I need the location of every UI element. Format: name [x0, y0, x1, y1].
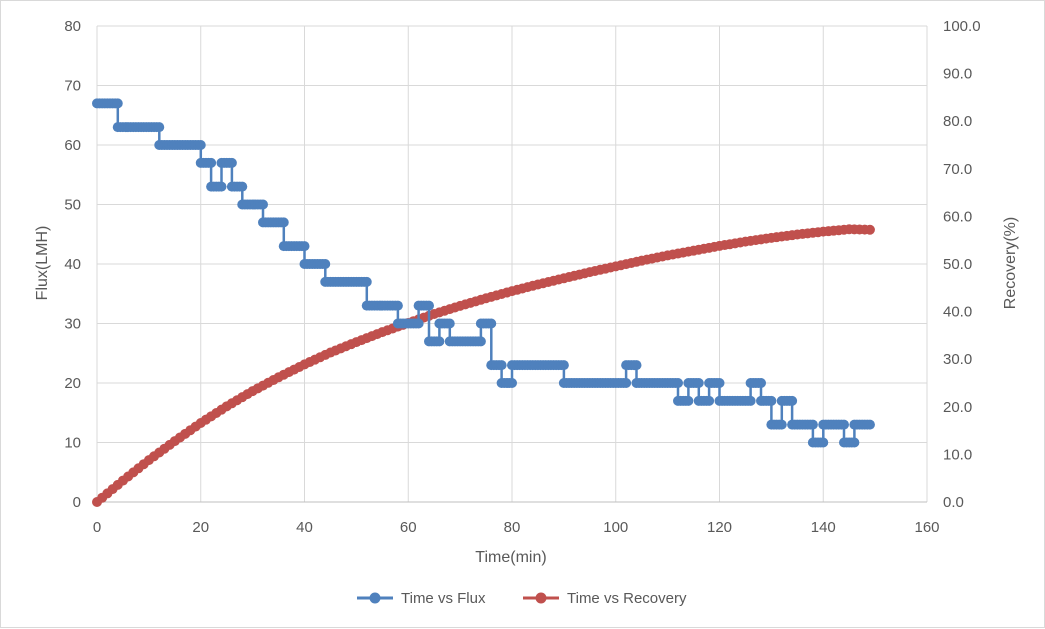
y2-tick-label: 50.0	[943, 256, 972, 273]
flux-point	[486, 318, 497, 329]
flux-point	[320, 259, 331, 269]
x-tick-label: 100	[603, 519, 628, 536]
legend-label-recovery: Time vs Recovery	[567, 590, 687, 607]
x-tick-label: 20	[192, 519, 209, 536]
y-tick-label: 30	[64, 316, 81, 333]
flux-point	[195, 140, 206, 150]
y2-tick-label: 60.0	[943, 208, 972, 225]
y2-tick-label: 90.0	[943, 66, 972, 83]
y2-tick-label: 80.0	[943, 113, 972, 130]
y-tick-label: 80	[64, 18, 81, 35]
flux-point	[818, 437, 829, 448]
flux-point	[714, 378, 725, 388]
x-tick-label: 80	[504, 519, 521, 536]
legend-marker-flux	[369, 592, 381, 604]
y-tick-label: 70	[64, 78, 81, 95]
y-tick-label: 40	[64, 256, 81, 273]
flux-point	[258, 199, 268, 210]
y-tick-label: 0	[73, 494, 81, 511]
y2-tick-label: 100.0	[943, 18, 981, 35]
y-axis-title: Flux(LMH)	[34, 226, 51, 301]
flux-point	[112, 98, 123, 109]
x-tick-label: 120	[707, 519, 732, 536]
y-tick-label: 10	[64, 435, 81, 452]
flux-point	[434, 336, 445, 347]
flux-point	[507, 378, 517, 388]
series-flux	[92, 98, 875, 448]
x-tick-label: 40	[296, 519, 313, 536]
flux-point	[756, 378, 766, 388]
y2-tick-label: 20.0	[943, 399, 972, 416]
flux-point	[807, 419, 818, 430]
axes: 0 10 20 30 40 50 60 70 80 0 20 40 60 80 100 120 140 1600.…	[64, 18, 980, 536]
x-tick-label: 0	[93, 519, 101, 536]
flux-point	[673, 378, 683, 388]
flux-point	[621, 378, 632, 388]
flux-point	[864, 419, 875, 430]
y2-tick-label: 70.0	[943, 161, 972, 178]
y2-axis-title: Recovery(%)	[1002, 217, 1019, 309]
y-tick-label: 50	[64, 197, 81, 214]
flux-point	[849, 437, 860, 448]
flux-point	[226, 157, 237, 168]
y-tick-label: 60	[64, 137, 81, 154]
y2-tick-label: 40.0	[943, 304, 972, 321]
recovery-point	[864, 224, 875, 235]
y2-tick-label: 0.0	[943, 494, 964, 511]
flux-point	[392, 300, 403, 311]
flux-point	[413, 318, 424, 329]
legend-label-flux: Time vs Flux	[401, 590, 486, 607]
y2-tick-label: 10.0	[943, 446, 972, 463]
flux-point	[683, 395, 694, 406]
gridlines	[96, 25, 928, 503]
x-tick-label: 60	[400, 519, 417, 536]
flux-point	[704, 395, 715, 406]
flux-point	[766, 395, 777, 406]
x-tick-label: 140	[811, 519, 836, 536]
series-recovery	[92, 224, 875, 507]
flux-point	[361, 276, 372, 287]
flux-line	[97, 102, 870, 444]
recovery-line	[96, 227, 870, 504]
legend-item-recovery: Time vs Recovery	[523, 590, 687, 607]
x-tick-label: 160	[914, 519, 939, 536]
flux-point	[745, 395, 756, 406]
flux-point	[424, 300, 434, 311]
flux-point	[496, 360, 507, 371]
flux-point	[693, 378, 704, 388]
flux-point	[206, 157, 217, 168]
flux-point	[631, 360, 642, 371]
flux-point	[839, 419, 849, 430]
y2-tick-label: 30.0	[943, 351, 972, 368]
flux-point	[299, 241, 310, 252]
legend: Time vs Flux Time vs Recovery	[357, 590, 687, 607]
y-tick-label: 20	[64, 375, 81, 392]
flux-point	[216, 181, 227, 192]
flux-point	[787, 395, 798, 406]
flux-point	[558, 360, 569, 371]
flux-point	[278, 217, 289, 228]
legend-item-flux: Time vs Flux	[357, 590, 486, 607]
flux-point	[475, 336, 486, 347]
flux-point	[776, 419, 787, 430]
legend-marker-recovery	[535, 592, 547, 604]
flux-point	[444, 318, 455, 329]
flux-point	[237, 181, 248, 192]
flux-point	[154, 122, 165, 133]
x-axis-title: Time(min)	[475, 549, 546, 566]
